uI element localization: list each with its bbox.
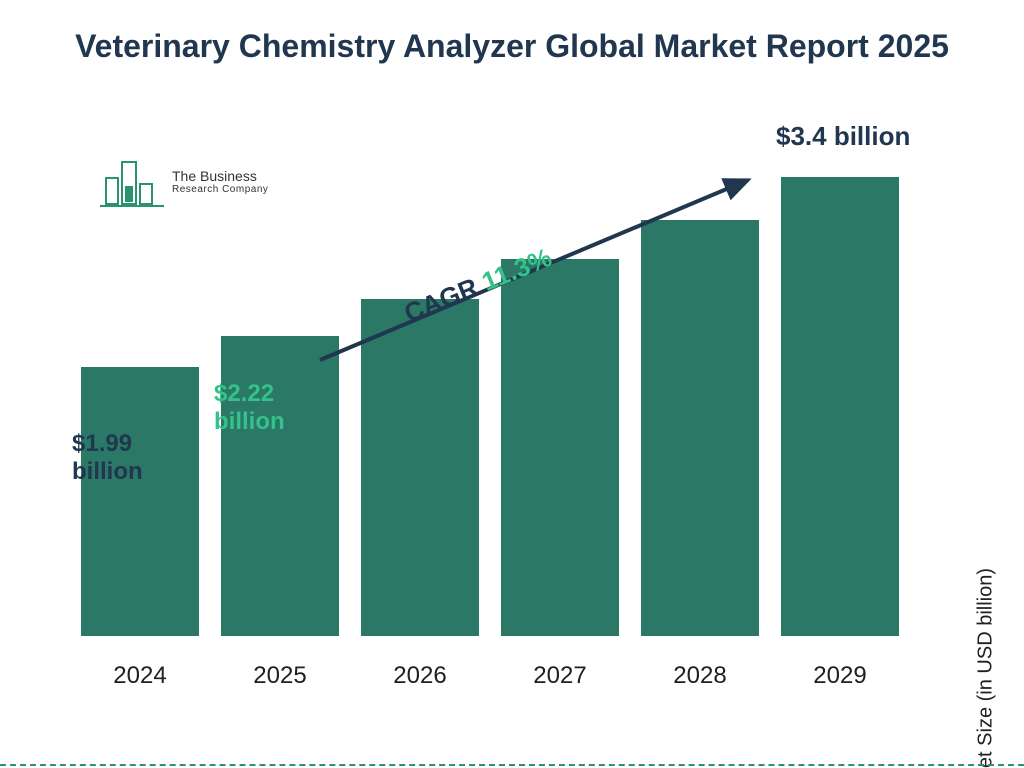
x-axis-tick-label: 2026 [361, 662, 479, 690]
x-axis-tick-label: 2024 [81, 662, 199, 690]
bar-wrap [81, 367, 199, 636]
x-axis-labels: 2024 2025 2026 2027 2028 2029 [70, 662, 910, 690]
bar-data-label: $2.22billion [214, 380, 285, 435]
bar-wrap [361, 299, 479, 637]
bar-data-label: $3.4 billion [776, 122, 910, 152]
bottom-dashed-divider [0, 764, 1024, 766]
bar [501, 259, 619, 636]
chart-title: Veterinary Chemistry Analyzer Global Mar… [0, 26, 1024, 66]
x-axis-tick-label: 2028 [641, 662, 759, 690]
bar-data-label: $1.99billion [72, 430, 143, 485]
x-axis-tick-label: 2027 [501, 662, 619, 690]
bar [641, 220, 759, 636]
bar [361, 299, 479, 637]
bar-wrap [501, 259, 619, 636]
chart-plot-area: 2024 2025 2026 2027 2028 2029 [70, 150, 910, 690]
y-axis-label: Market Size (in USD billion) [975, 568, 998, 768]
x-axis-tick-label: 2025 [221, 662, 339, 690]
chart-container: Veterinary Chemistry Analyzer Global Mar… [0, 0, 1024, 768]
bar-wrap [641, 220, 759, 636]
bar [81, 367, 199, 636]
bars-row [70, 150, 910, 636]
bar-wrap [781, 177, 899, 636]
bar [781, 177, 899, 636]
x-axis-tick-label: 2029 [781, 662, 899, 690]
